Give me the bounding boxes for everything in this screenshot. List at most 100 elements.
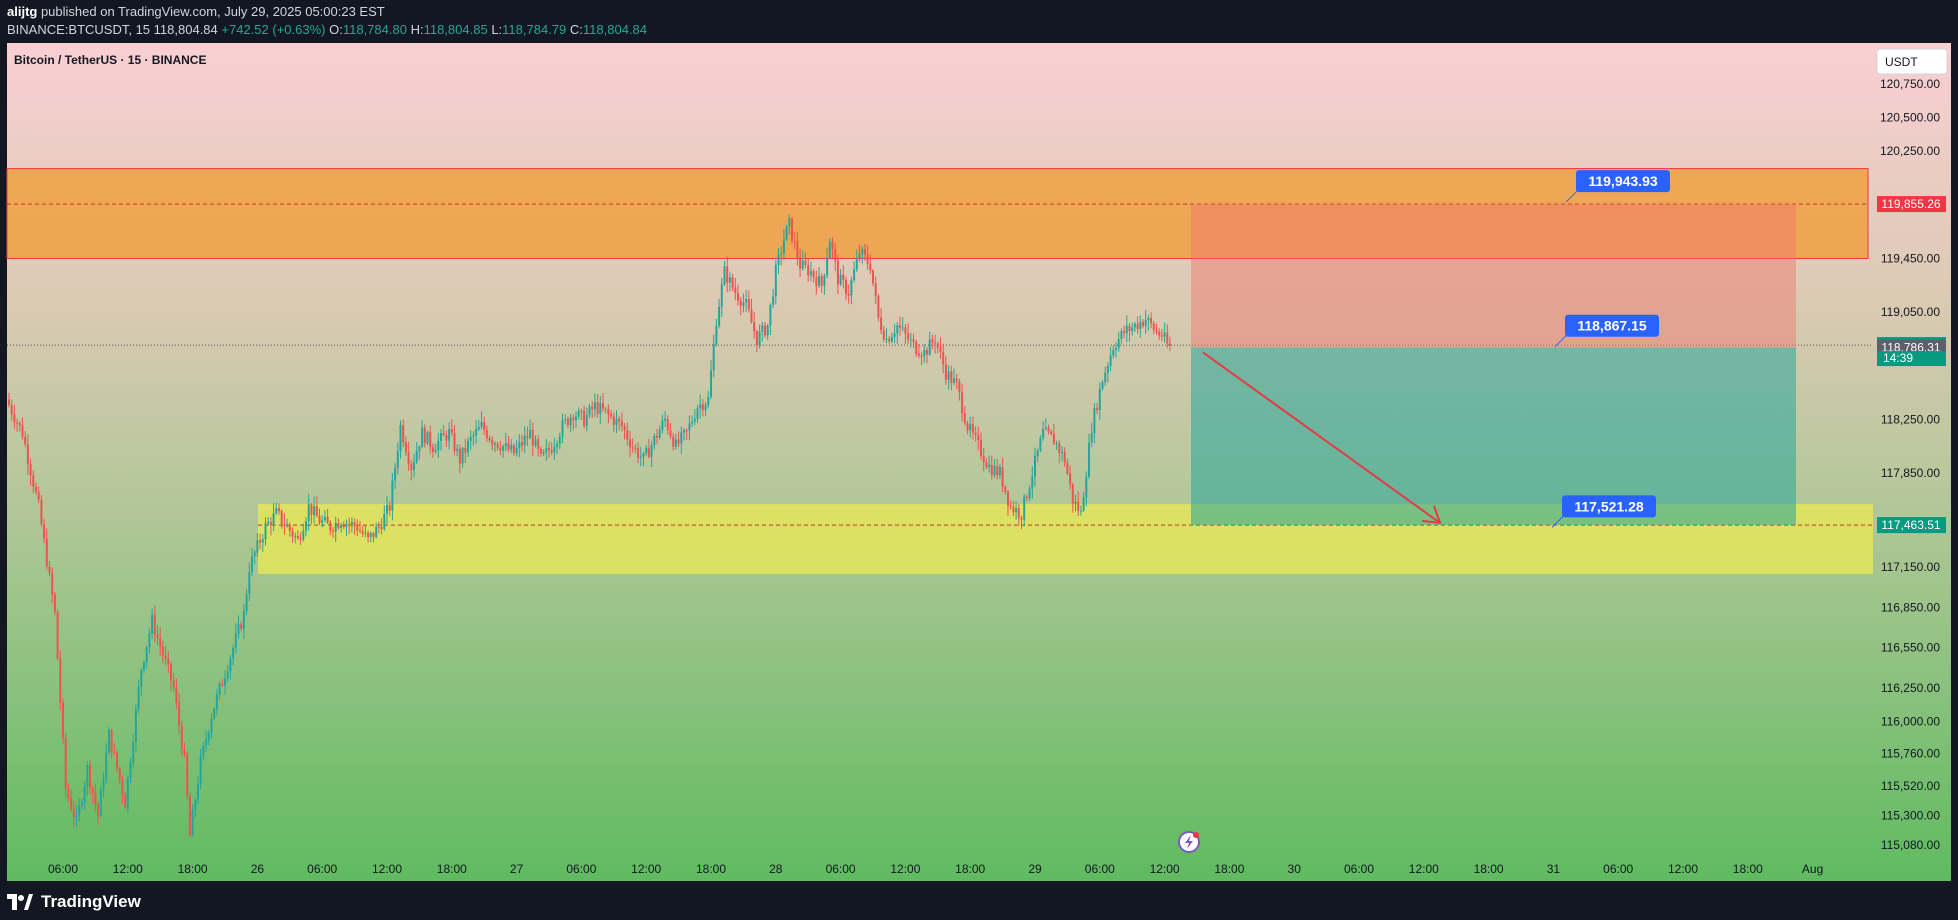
candle-body [985, 462, 988, 468]
candle-body [701, 404, 704, 411]
x-tick-label: 06:00 [1603, 862, 1633, 876]
candle-body [904, 327, 907, 334]
candle-body [950, 371, 953, 384]
candle-body [901, 327, 904, 329]
candle-body [928, 339, 931, 355]
candle-body [437, 440, 440, 451]
candle-body [1131, 327, 1134, 331]
candle-body [923, 350, 926, 357]
author-name[interactable]: alijtg [7, 4, 38, 19]
ohlc-c-label: C: [569, 22, 583, 37]
candle-body [156, 634, 159, 638]
candle-body [612, 416, 615, 425]
x-tick-label: 18:00 [178, 862, 208, 876]
candle-body [885, 338, 888, 340]
candle-body [1061, 451, 1063, 454]
candle-body [415, 451, 418, 462]
candle-body [1044, 427, 1047, 429]
candle-body [1106, 365, 1109, 373]
candle-body [434, 450, 437, 453]
candle-body [604, 408, 607, 410]
candle-body [226, 671, 229, 679]
candle-body [593, 402, 596, 410]
candle-body [807, 264, 810, 276]
candle-body [974, 432, 977, 436]
candle-body [909, 339, 912, 341]
candle-body [942, 351, 945, 365]
ohlc-h-label: H: [410, 22, 424, 37]
candle-body [118, 768, 121, 780]
y-tick-label: 117,850.00 [1881, 466, 1940, 480]
candle-body [221, 683, 224, 686]
candle-body [1152, 323, 1155, 331]
candle-body [313, 506, 316, 516]
candle-body [299, 537, 302, 540]
candle-body [599, 403, 602, 414]
candle-body [186, 754, 189, 797]
symbol-info: BINANCE:BTCUSDT, 15 118,804.84 +742.52 (… [7, 22, 647, 37]
candle-body [874, 283, 877, 297]
candle-body [215, 694, 218, 709]
candle-body [693, 418, 696, 422]
candle-body [275, 508, 278, 514]
candle-body [634, 447, 637, 449]
candle-body [1009, 505, 1012, 507]
candle-body [134, 709, 137, 743]
candle-body [545, 447, 548, 453]
candle-body [704, 404, 707, 411]
candle-body [26, 444, 29, 465]
candle-body [893, 333, 896, 337]
candle-body [421, 427, 424, 447]
candle-body [1160, 335, 1163, 337]
candle-body [253, 552, 256, 557]
candle-body [915, 341, 918, 354]
candle-body [410, 463, 413, 471]
candle-body [550, 450, 553, 453]
candle-body [718, 306, 721, 326]
candle-body [650, 445, 653, 457]
candle-body [1034, 455, 1036, 477]
candle-body [448, 429, 451, 441]
price-label-box [1565, 314, 1659, 337]
tradingview-logo[interactable]: TradingView [7, 892, 141, 912]
candle-body [988, 464, 991, 468]
candle-body [620, 421, 623, 427]
x-tick-label: 27 [510, 862, 524, 876]
candle-body [920, 355, 923, 357]
candle-body [1169, 343, 1171, 346]
candle-body [172, 680, 175, 688]
candle-body [685, 430, 688, 432]
candle-body [43, 523, 46, 539]
candle-body [480, 422, 483, 427]
candle-body [329, 522, 332, 531]
candle-body [963, 413, 966, 424]
candle-body [475, 429, 478, 436]
candle-body [639, 456, 642, 458]
replay-icon[interactable] [1178, 831, 1200, 853]
price-label-text: 117,521.28 [1574, 498, 1644, 514]
x-tick-label: 29 [1028, 862, 1042, 876]
candle-body [261, 539, 264, 543]
candle-body [207, 732, 210, 740]
currency-button[interactable]: USDT [1876, 48, 1948, 75]
candle-body [483, 422, 486, 431]
candle-body [796, 241, 799, 258]
candle-body [132, 742, 135, 764]
candle-body [839, 274, 842, 285]
brand-name: TradingView [41, 892, 141, 911]
candle-body [143, 662, 145, 670]
candle-body [969, 424, 972, 431]
x-tick-label: 12:00 [1668, 862, 1698, 876]
candle-body [990, 464, 993, 476]
candle-body [842, 274, 845, 281]
candle-body [1112, 349, 1115, 356]
candle-body [94, 792, 97, 805]
candle-body [280, 511, 283, 524]
ohlc-o-label: O: [329, 22, 343, 37]
candle-body [10, 405, 13, 415]
candle-body [631, 447, 634, 449]
countdown-text: 14:39 [1883, 351, 1913, 365]
countdown-badge [1877, 351, 1946, 367]
y-tick-label: 116,850.00 [1881, 600, 1940, 614]
